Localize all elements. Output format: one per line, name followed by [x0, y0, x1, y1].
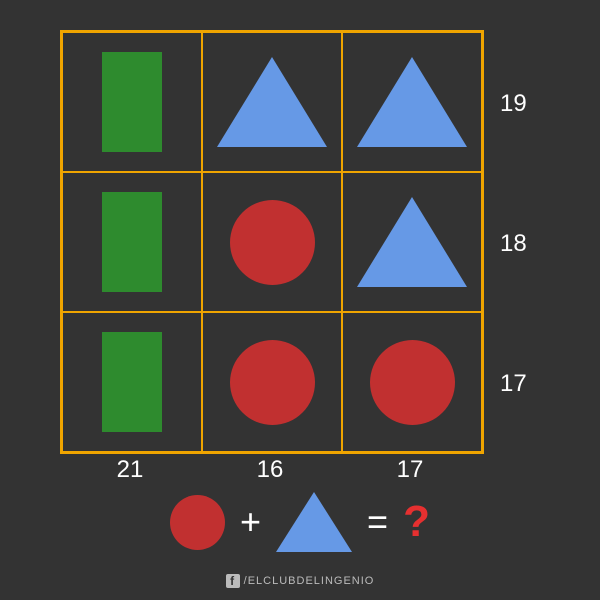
col-sum-0: 21: [60, 456, 200, 484]
cell-2-0: [62, 312, 202, 452]
cell-2-2: [342, 312, 482, 452]
rect-shape: [102, 192, 162, 292]
col-sum-1: 16: [200, 456, 340, 484]
plus-operator: +: [240, 501, 261, 543]
puzzle-grid: [60, 30, 484, 454]
question-mark: ?: [403, 497, 430, 547]
footer-credit: f /ELCLUBDELINGENIO: [0, 574, 600, 588]
circle-shape: [370, 340, 455, 425]
equals-operator: =: [367, 501, 388, 543]
cell-2-1: [202, 312, 342, 452]
cell-0-1: [202, 32, 342, 172]
facebook-icon: f: [226, 574, 240, 588]
equation-row: + = ?: [0, 492, 600, 552]
rect-shape: [102, 332, 162, 432]
cell-1-2: [342, 172, 482, 312]
cell-1-0: [62, 172, 202, 312]
footer-text: /ELCLUBDELINGENIO: [244, 575, 375, 587]
equation-circle-shape: [170, 495, 225, 550]
rect-shape: [102, 52, 162, 152]
cell-0-0: [62, 32, 202, 172]
row-sum-0: 19: [500, 90, 527, 118]
row-sum-2: 17: [500, 370, 527, 398]
triangle-shape: [357, 197, 467, 287]
circle-shape: [230, 340, 315, 425]
col-sum-2: 17: [340, 456, 480, 484]
cell-1-1: [202, 172, 342, 312]
triangle-shape: [217, 57, 327, 147]
cell-0-2: [342, 32, 482, 172]
row-sum-1: 18: [500, 230, 527, 258]
circle-shape: [230, 200, 315, 285]
equation-triangle-shape: [276, 492, 352, 552]
triangle-shape: [357, 57, 467, 147]
